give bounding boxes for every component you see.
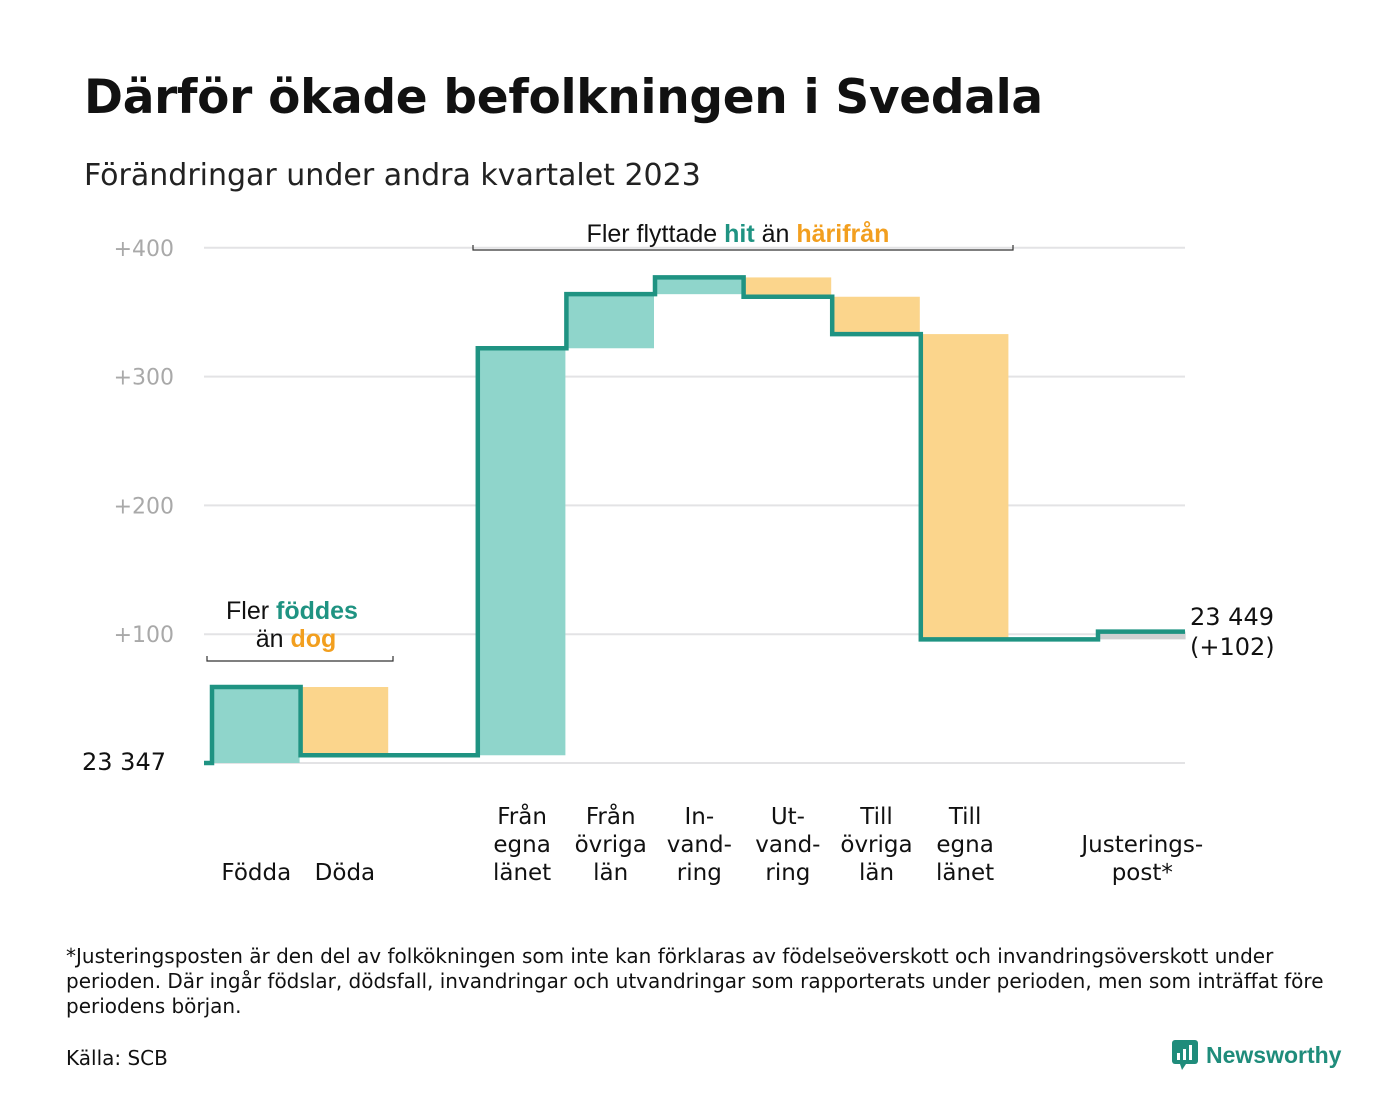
category-label: In-: [684, 804, 714, 830]
category-label: post*: [1112, 860, 1173, 886]
y-tick-label: +300: [114, 366, 174, 391]
category-label: län: [859, 860, 894, 886]
annotation-bracket: [472, 245, 1014, 251]
category-label: övriga: [575, 832, 647, 858]
bar-justeringspost: [1098, 631, 1186, 640]
bar-frånegnalänet: [477, 348, 566, 756]
y-tick-label: +200: [114, 494, 174, 519]
category-label: Ut-: [771, 804, 805, 830]
y-tick-label: +100: [114, 623, 174, 648]
bar-utvandring: [743, 277, 832, 297]
category-label: länet: [936, 860, 994, 886]
category-label: Till: [859, 804, 893, 830]
bar-invandring: [655, 277, 743, 295]
chart-title: Därför ökade befolkningen i Svedala: [84, 70, 1043, 125]
y-tick-label: +400: [114, 237, 174, 262]
bar-tillegnalänet: [920, 334, 1009, 640]
annotation-moved: Fler flyttade hit än härifrån: [587, 220, 890, 248]
newsworthy-logo-icon: [1172, 1040, 1198, 1070]
annotation-died: än dog: [256, 625, 337, 653]
footnote: *Justeringsposten är den del av folkökni…: [66, 944, 1324, 1018]
bar-frånövrigalän: [566, 294, 654, 349]
bar-födda: [212, 687, 300, 763]
category-label: Till: [948, 804, 982, 830]
category-label: övriga: [840, 832, 912, 858]
brand-logo: Newsworthy: [1172, 1040, 1341, 1070]
category-label: län: [593, 860, 628, 886]
end-value-label: 23 449: [1190, 603, 1274, 631]
category-label: ring: [677, 860, 722, 886]
category-label: Från: [497, 802, 547, 830]
annotation-bracket: [206, 656, 394, 662]
end-value-label: (+102): [1190, 633, 1275, 661]
category-label: egna: [493, 832, 550, 858]
category-label: Födda: [221, 860, 291, 886]
bar-döda: [300, 687, 389, 756]
start-value-label: 23 347: [82, 748, 166, 776]
category-label: Justerings-: [1079, 832, 1203, 858]
category-label: vand-: [755, 832, 820, 858]
category-label: vand-: [667, 832, 732, 858]
waterfall-chart: +400+300+200+100 Födda DödaFrånegnalänetF…: [82, 220, 1275, 886]
source-note: Källa: SCB: [66, 1046, 168, 1070]
category-label: Döda: [315, 860, 375, 886]
category-label: Från: [586, 802, 636, 830]
category-label: länet: [493, 860, 551, 886]
category-label: egna: [936, 832, 993, 858]
chart-subtitle: Förändringar under andra kvartalet 2023: [84, 158, 701, 193]
brand-name: Newsworthy: [1206, 1041, 1342, 1068]
cumulative-step-line: [204, 275, 1185, 766]
category-label: ring: [765, 860, 810, 886]
bar-tillövrigalän: [832, 296, 920, 335]
annotation-born: Fler föddes: [226, 597, 358, 625]
